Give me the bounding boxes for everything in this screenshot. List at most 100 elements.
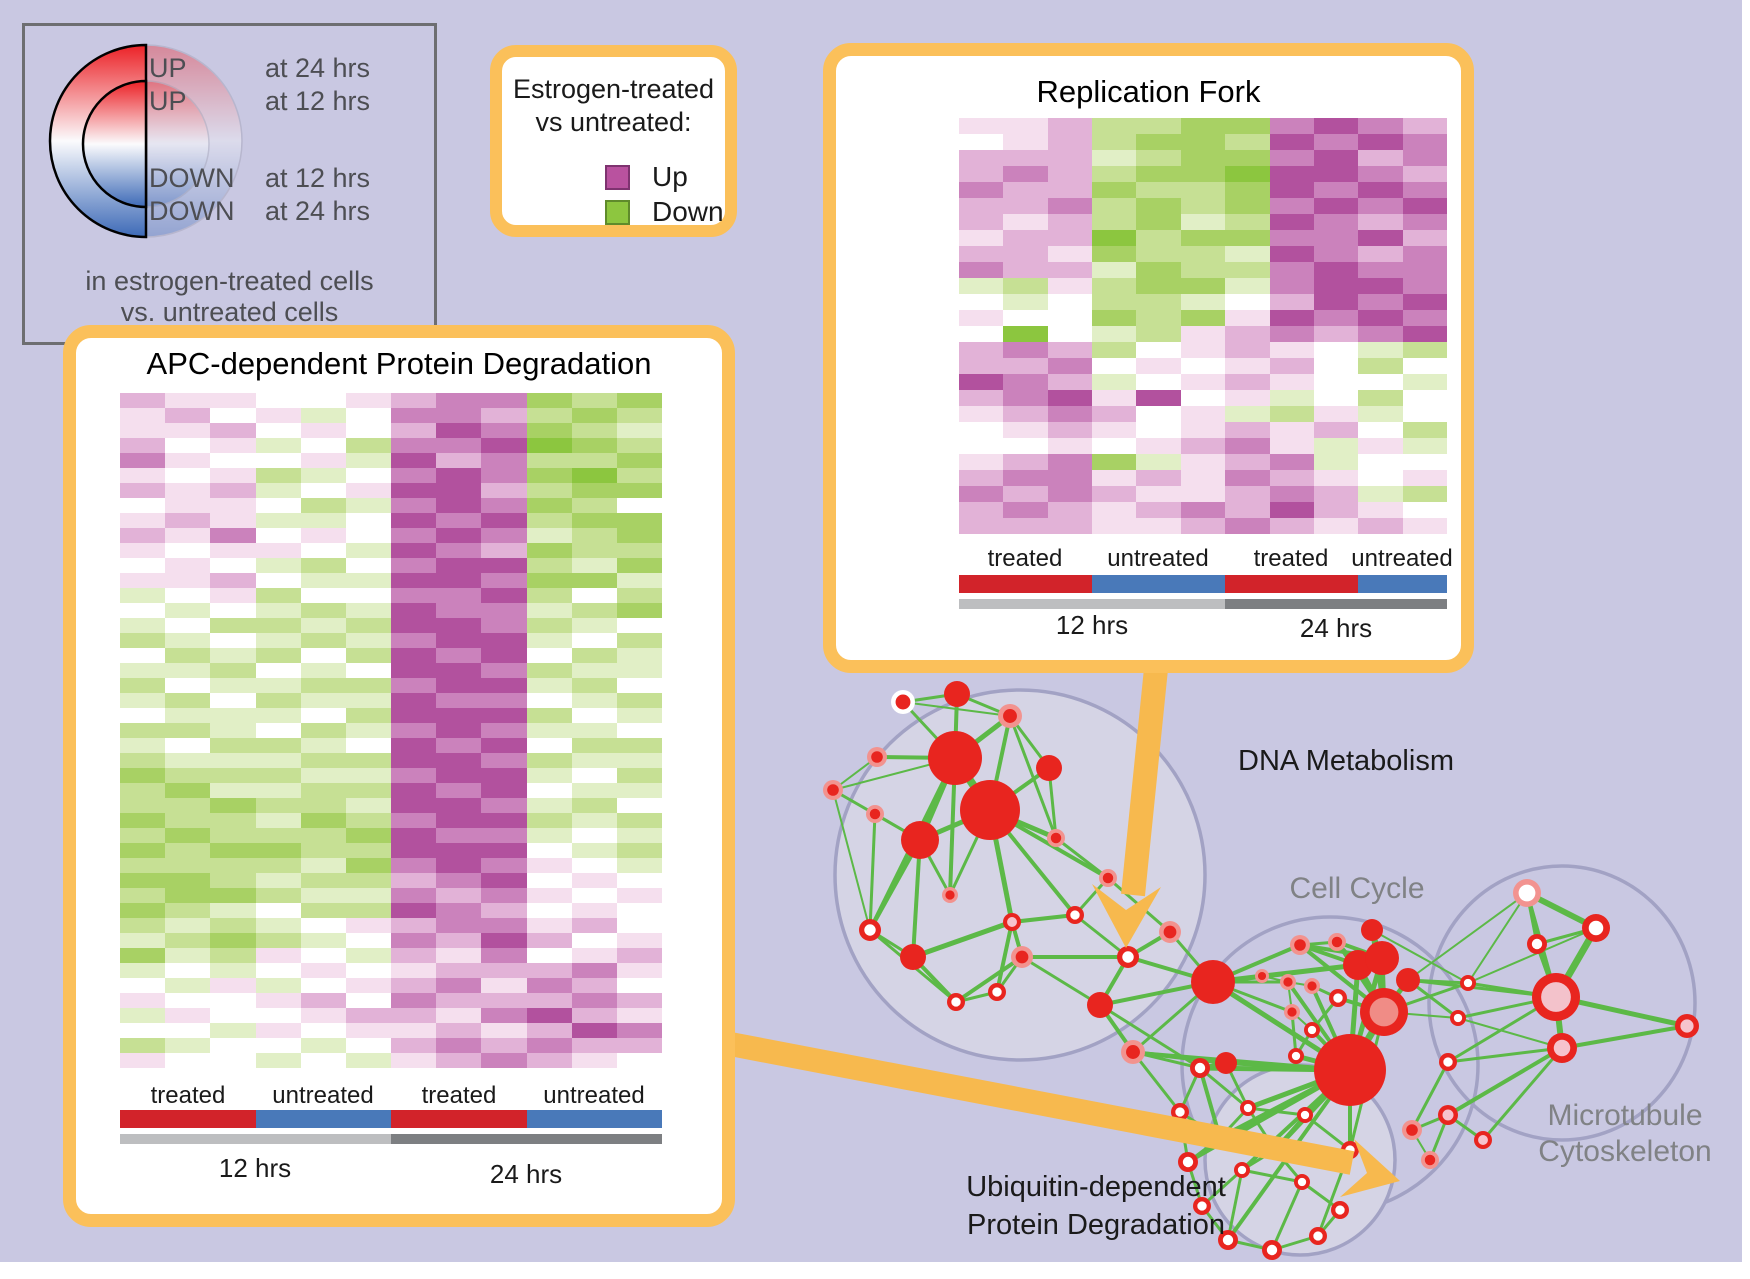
cluster-microtubule-cytoskeleton: [1427, 864, 1697, 1142]
heatmap-cell: [210, 483, 256, 498]
heatmap-cell: [616, 753, 662, 768]
heatmap-cell: [481, 438, 527, 453]
time-bar-segment: [959, 599, 1225, 609]
heatmap-cell: [345, 1038, 391, 1053]
heatmap-cell: [1136, 198, 1181, 214]
heatmap-cell: [1047, 326, 1093, 342]
heatmap-cell: [1003, 198, 1048, 214]
heatmap-cell: [1047, 182, 1093, 198]
heatmap-cell: [210, 978, 256, 993]
heatmap-cell: [1003, 502, 1048, 518]
heatmap-cell: [165, 993, 211, 1008]
heatmap-cell: [300, 858, 346, 873]
heatmap-cell: [436, 1008, 482, 1023]
heatmap-cell: [165, 753, 211, 768]
heatmap-cell: [1402, 310, 1447, 326]
heatmap-cell: [120, 933, 166, 948]
heatmap-cell: [1402, 294, 1447, 310]
heatmap-cell: [1047, 358, 1093, 374]
heatmap-cell: [526, 753, 572, 768]
heatmap-cell: [391, 678, 437, 693]
gene-node-core: [1283, 977, 1293, 987]
heatmap-cell: [1180, 422, 1226, 438]
network-edge: [1199, 1066, 1249, 1110]
heatmap-cell: [120, 513, 166, 528]
heatmap-cell: [300, 1053, 346, 1068]
heatmap-cell: [1225, 438, 1270, 454]
network-edge: [1131, 1051, 1182, 1113]
heatmap-cell: [120, 588, 166, 603]
heatmap-cell: [436, 543, 482, 558]
heatmap-cell: [571, 753, 617, 768]
heatmap-cell: [255, 858, 301, 873]
heatmap-cell: [1269, 326, 1314, 342]
heatmap-cell: [255, 1053, 301, 1068]
heatmap-cell: [120, 1038, 166, 1053]
network-edge: [995, 921, 1014, 993]
network-edge: [868, 813, 877, 931]
heatmap-cell: [526, 813, 572, 828]
heatmap-cell: [345, 633, 391, 648]
heatmap-cell: [165, 903, 211, 918]
heatmap-cell: [165, 918, 211, 933]
heatmap-cell: [210, 753, 256, 768]
heatmap-cell: [959, 294, 1004, 310]
heatmap-cell: [1358, 246, 1403, 262]
heatmap-cell: [526, 723, 572, 738]
heatmap-cell: [1047, 454, 1093, 470]
heatmap-cell: [1402, 486, 1447, 502]
heatmap-cell: [526, 693, 572, 708]
heatmap-cell: [616, 1023, 662, 1038]
heatmap-cell: [391, 903, 437, 918]
heatmap-cell: [436, 423, 482, 438]
heatmap-cell: [1180, 310, 1226, 326]
heatmap-cell: [345, 588, 391, 603]
heatmap-cell: [1313, 518, 1359, 534]
heatmap-cell: [391, 1053, 437, 1068]
heatmap-cell: [391, 873, 437, 888]
gene-node-core: [1443, 1057, 1453, 1067]
heatmap-cell: [1269, 246, 1314, 262]
heatmap-cell: [391, 1008, 437, 1023]
heatmap-cell: [1180, 470, 1226, 486]
heatmap-cell: [345, 1023, 391, 1038]
heatmap-cell: [391, 768, 437, 783]
heatmap-cell: [255, 603, 301, 618]
heatmap-cell: [255, 978, 301, 993]
gene-node-core: [1424, 1154, 1436, 1166]
heatmap-cell: [1269, 390, 1314, 406]
heatmap-cell: [391, 663, 437, 678]
gene-node-core: [1518, 884, 1536, 902]
heatmap-cell: [1003, 310, 1048, 326]
heatmap-cell: [1003, 230, 1048, 246]
heatmap-cell: [526, 903, 572, 918]
heatmap-cell: [959, 358, 1004, 374]
heatmap-cell: [1136, 374, 1181, 390]
label-ubiquitin-line1: Ubiquitin-dependent: [966, 1171, 1226, 1203]
condition-bar: [959, 575, 1447, 593]
heatmap-cell: [481, 1053, 527, 1068]
gene-node-core: [1369, 997, 1399, 1027]
heatmap-cell: [345, 618, 391, 633]
updown-legend-title-line1: Estrogen-treated: [512, 74, 715, 104]
heatmap-cell: [1313, 310, 1359, 326]
heatmap-cell: [1402, 230, 1447, 246]
heatmap-cell: [1225, 390, 1270, 406]
heatmap-cell: [345, 1008, 391, 1023]
heatmap-cell: [165, 1008, 211, 1023]
heatmap-cell: [1180, 486, 1226, 502]
gene-node-core: [1313, 1231, 1323, 1241]
heatmap-cell: [616, 618, 662, 633]
heatmap-cell: [1136, 470, 1181, 486]
heatmap-cell: [571, 453, 617, 468]
heatmap-cell: [616, 723, 662, 738]
heatmap-cell: [436, 798, 482, 813]
heatmap-cell: [255, 843, 301, 858]
heatmap-cell: [165, 648, 211, 663]
heatmap-cell: [436, 708, 482, 723]
heatmap-cell: [616, 663, 662, 678]
heatmap-cell: [300, 963, 346, 978]
heatmap-cell: [959, 246, 1004, 262]
heatmap-cell: [210, 513, 256, 528]
heatmap-cell: [1136, 150, 1181, 166]
